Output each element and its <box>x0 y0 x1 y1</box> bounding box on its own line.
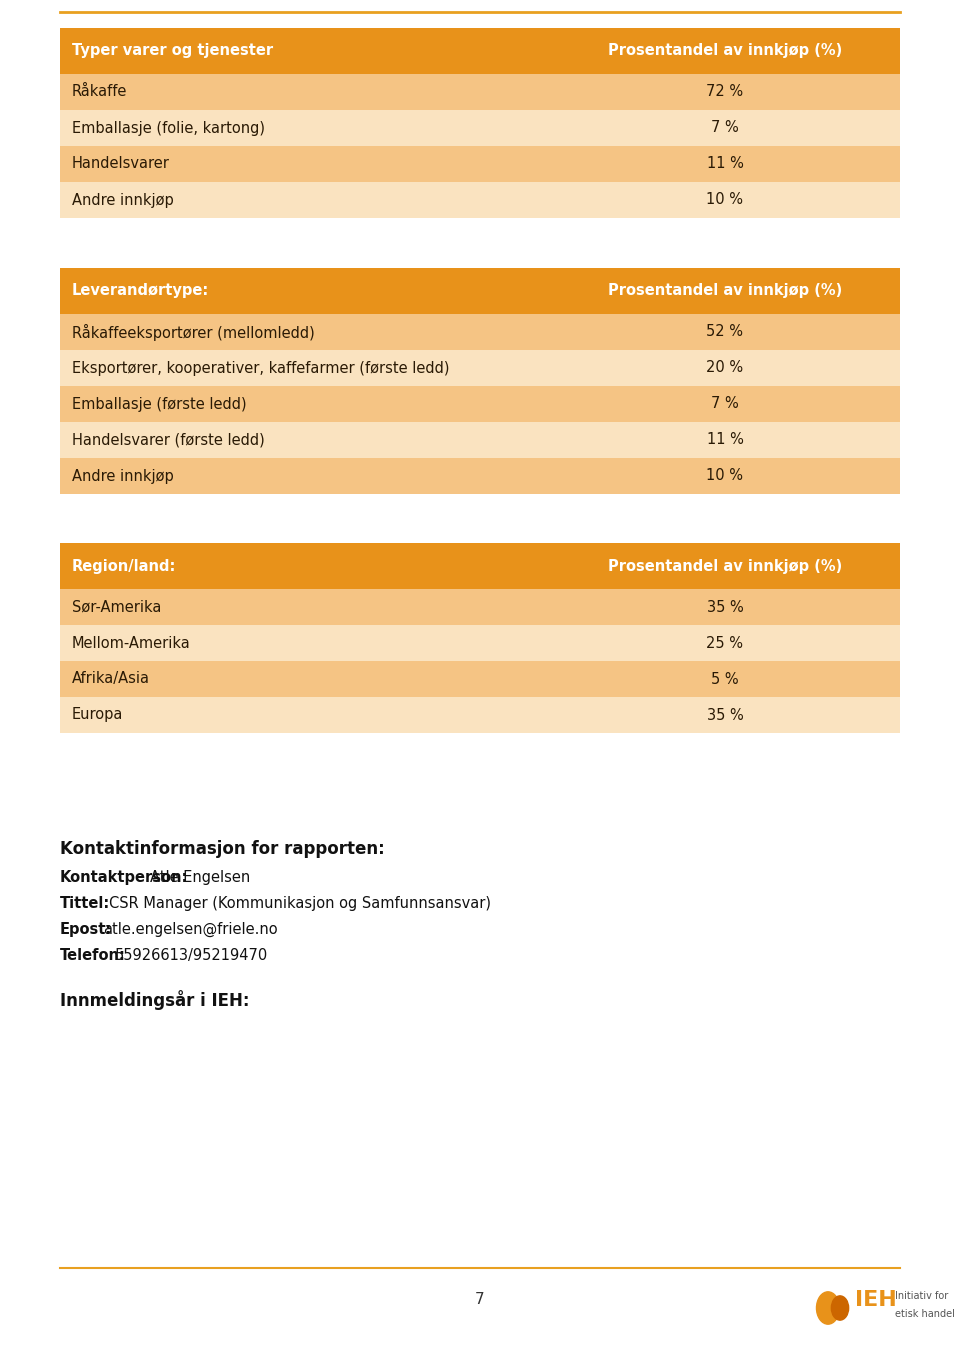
Bar <box>60 543 550 589</box>
Bar <box>550 697 900 733</box>
Bar <box>550 458 900 493</box>
Bar <box>60 422 550 458</box>
Bar <box>550 543 900 589</box>
Text: Handelsvarer: Handelsvarer <box>71 156 169 171</box>
Bar <box>60 697 550 733</box>
Text: 20 %: 20 % <box>707 360 744 376</box>
Text: 55926613/95219470: 55926613/95219470 <box>114 948 268 962</box>
Bar <box>550 589 900 625</box>
Bar <box>60 589 550 625</box>
Text: CSR Manager (Kommunikasjon og Samfunnsansvar): CSR Manager (Kommunikasjon og Samfunnsan… <box>108 896 491 911</box>
Bar <box>550 386 900 422</box>
Text: Telefon:: Telefon: <box>60 948 126 962</box>
Text: 11 %: 11 % <box>707 156 743 171</box>
Bar <box>550 314 900 350</box>
Text: Atle Engelsen: Atle Engelsen <box>150 869 250 886</box>
Text: Initiativ for: Initiativ for <box>895 1291 948 1301</box>
Bar <box>550 74 900 111</box>
Bar <box>60 458 550 493</box>
Text: IEH: IEH <box>855 1290 897 1310</box>
Text: Emballasje (første ledd): Emballasje (første ledd) <box>71 396 246 411</box>
Text: Råkaffe: Råkaffe <box>71 85 127 100</box>
Text: Råkaffeeksportører (mellomledd): Råkaffeeksportører (mellomledd) <box>71 324 314 341</box>
Bar <box>550 146 900 182</box>
Text: 7: 7 <box>475 1293 485 1308</box>
Bar <box>60 111 550 146</box>
Bar <box>60 350 550 386</box>
Text: Andre innkjøp: Andre innkjøp <box>71 469 173 484</box>
Text: Kontaktinformasjon for rapporten:: Kontaktinformasjon for rapporten: <box>60 840 385 857</box>
Text: Eksportører, kooperativer, kaffefarmer (første ledd): Eksportører, kooperativer, kaffefarmer (… <box>71 360 449 376</box>
Text: 72 %: 72 % <box>707 85 744 100</box>
Text: atle.engelsen@friele.no: atle.engelsen@friele.no <box>103 922 277 937</box>
Bar <box>60 74 550 111</box>
Bar <box>550 422 900 458</box>
Text: 7 %: 7 % <box>711 120 739 136</box>
Text: 5 %: 5 % <box>711 671 739 686</box>
Text: Epost:: Epost: <box>60 922 112 937</box>
Text: 10 %: 10 % <box>707 469 743 484</box>
Text: Emballasje (folie, kartong): Emballasje (folie, kartong) <box>71 120 265 136</box>
Bar <box>550 268 900 314</box>
Text: Afrika/Asia: Afrika/Asia <box>71 671 150 686</box>
Bar <box>60 182 550 218</box>
Circle shape <box>816 1291 839 1324</box>
Bar <box>60 314 550 350</box>
Text: Mellom-Amerika: Mellom-Amerika <box>71 635 190 651</box>
Text: 35 %: 35 % <box>707 600 743 615</box>
Text: Tittel:: Tittel: <box>60 896 110 911</box>
Text: 11 %: 11 % <box>707 433 743 448</box>
Text: Andre innkjøp: Andre innkjøp <box>71 193 173 208</box>
Text: 10 %: 10 % <box>707 193 743 208</box>
Bar <box>60 146 550 182</box>
Bar <box>550 111 900 146</box>
Text: Prosentandel av innkjøp (%): Prosentandel av innkjøp (%) <box>608 43 842 58</box>
Bar <box>60 386 550 422</box>
Bar <box>550 28 900 74</box>
Bar <box>550 350 900 386</box>
Text: Prosentandel av innkjøp (%): Prosentandel av innkjøp (%) <box>608 558 842 573</box>
Text: Region/land:: Region/land: <box>71 558 176 573</box>
Text: Leverandørtype:: Leverandørtype: <box>71 283 208 298</box>
Circle shape <box>831 1295 849 1320</box>
Text: Handelsvarer (første ledd): Handelsvarer (første ledd) <box>71 433 264 448</box>
Text: Typer varer og tjenester: Typer varer og tjenester <box>71 43 273 58</box>
Bar <box>60 625 550 661</box>
Bar <box>60 28 550 74</box>
Bar <box>550 182 900 218</box>
Text: 25 %: 25 % <box>707 635 743 651</box>
Bar <box>550 625 900 661</box>
Text: 7 %: 7 % <box>711 396 739 411</box>
Text: 52 %: 52 % <box>707 325 743 340</box>
Text: 35 %: 35 % <box>707 708 743 723</box>
Text: etisk handel: etisk handel <box>895 1309 955 1318</box>
Bar <box>550 661 900 697</box>
Text: Innmeldingsår i IEH:: Innmeldingsår i IEH: <box>60 989 250 1010</box>
Text: Kontaktperson:: Kontaktperson: <box>60 869 188 886</box>
Bar <box>60 661 550 697</box>
Text: Prosentandel av innkjøp (%): Prosentandel av innkjøp (%) <box>608 283 842 298</box>
Bar <box>60 268 550 314</box>
Text: Sør-Amerika: Sør-Amerika <box>71 600 161 615</box>
Text: Europa: Europa <box>71 708 123 723</box>
